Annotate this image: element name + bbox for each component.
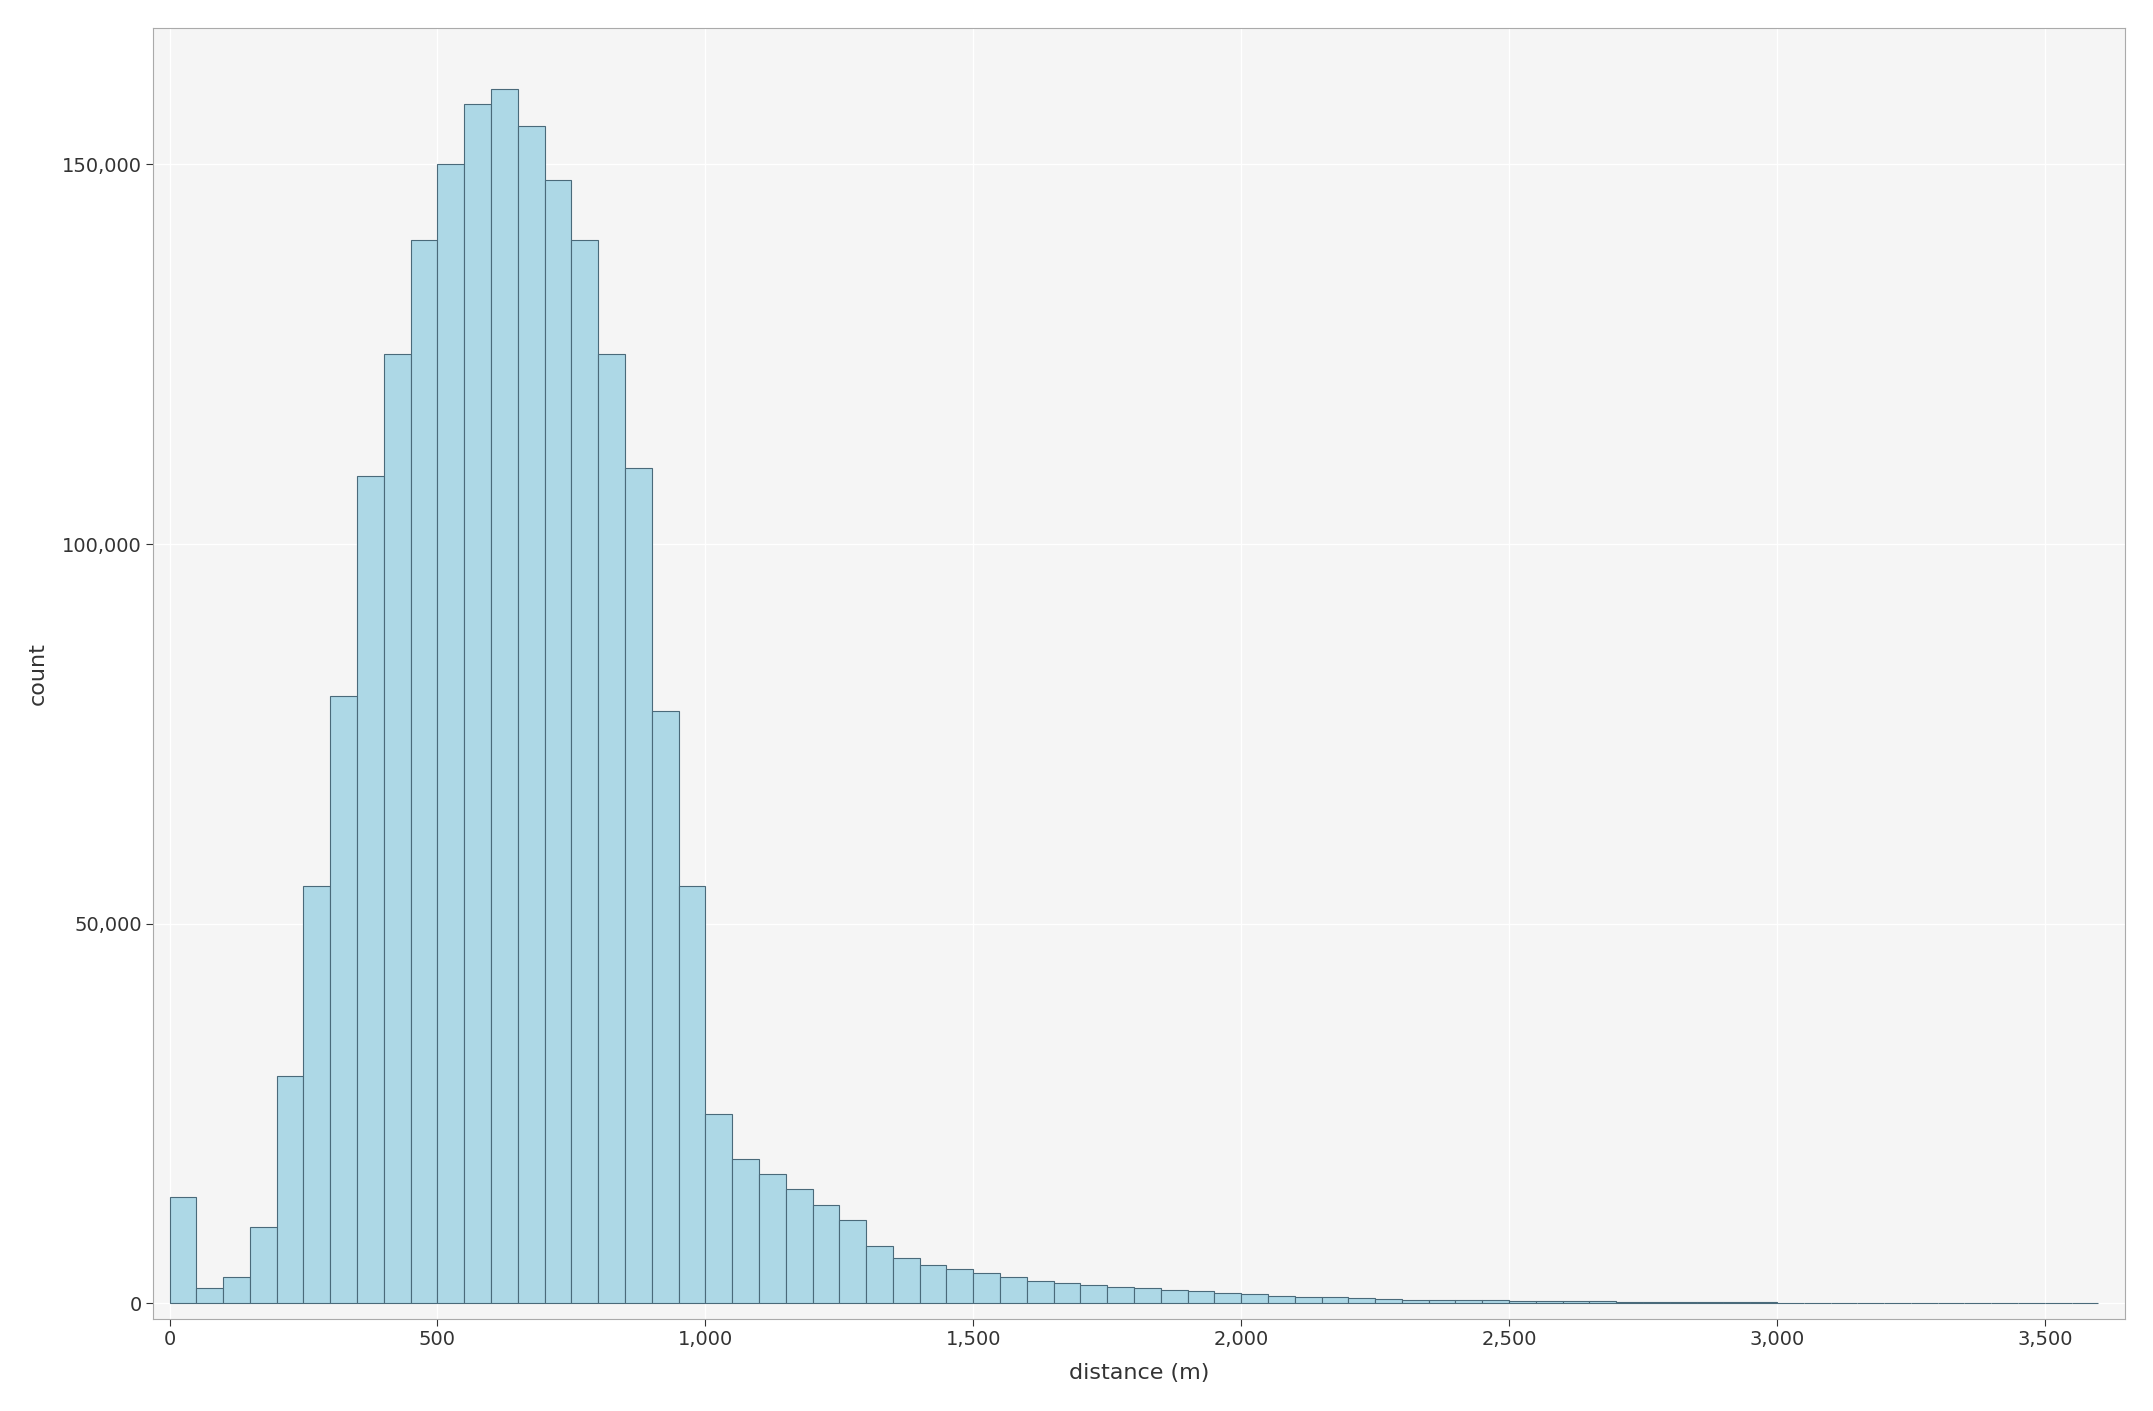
Bar [545, 179, 571, 1304]
Bar [706, 1113, 732, 1304]
Bar [1294, 1297, 1322, 1304]
Bar [1107, 1287, 1135, 1304]
Bar [678, 886, 706, 1304]
Bar [278, 1075, 304, 1304]
Bar [329, 696, 357, 1304]
Y-axis label: count: count [28, 642, 47, 704]
Bar [1135, 1288, 1160, 1304]
Bar [1081, 1285, 1107, 1304]
Bar [1240, 1294, 1268, 1304]
Bar [919, 1266, 947, 1304]
Bar [1430, 1300, 1455, 1304]
Bar [304, 886, 329, 1304]
Bar [1563, 1301, 1589, 1304]
Bar [1322, 1297, 1348, 1304]
Bar [571, 240, 599, 1304]
Bar [491, 89, 519, 1304]
Bar [652, 711, 678, 1304]
Bar [1455, 1301, 1481, 1304]
Bar [973, 1273, 999, 1304]
Bar [1535, 1301, 1563, 1304]
Bar [383, 354, 411, 1304]
Bar [1160, 1290, 1188, 1304]
Bar [732, 1158, 758, 1304]
Bar [1214, 1292, 1240, 1304]
Bar [812, 1205, 840, 1304]
Bar [893, 1257, 919, 1304]
Bar [786, 1189, 812, 1304]
Bar [840, 1221, 866, 1304]
Bar [758, 1174, 786, 1304]
Bar [250, 1228, 278, 1304]
Bar [624, 468, 652, 1304]
Bar [1643, 1302, 1671, 1304]
Bar [1268, 1295, 1294, 1304]
Bar [1053, 1283, 1081, 1304]
Bar [437, 165, 465, 1304]
Bar [1027, 1281, 1053, 1304]
Bar [1402, 1300, 1430, 1304]
Bar [465, 103, 491, 1304]
Bar [1481, 1301, 1509, 1304]
Bar [866, 1246, 893, 1304]
Bar [1617, 1302, 1643, 1304]
Bar [999, 1277, 1027, 1304]
Bar [1188, 1291, 1214, 1304]
Bar [1589, 1301, 1617, 1304]
Bar [196, 1288, 224, 1304]
Bar [947, 1268, 973, 1304]
Bar [224, 1277, 250, 1304]
Bar [1376, 1298, 1402, 1304]
Bar [599, 354, 624, 1304]
X-axis label: distance (m): distance (m) [1070, 1363, 1210, 1383]
Bar [357, 476, 383, 1304]
Bar [1509, 1301, 1535, 1304]
Bar [519, 127, 545, 1304]
Bar [411, 240, 437, 1304]
Bar [1348, 1298, 1376, 1304]
Bar [170, 1197, 196, 1304]
